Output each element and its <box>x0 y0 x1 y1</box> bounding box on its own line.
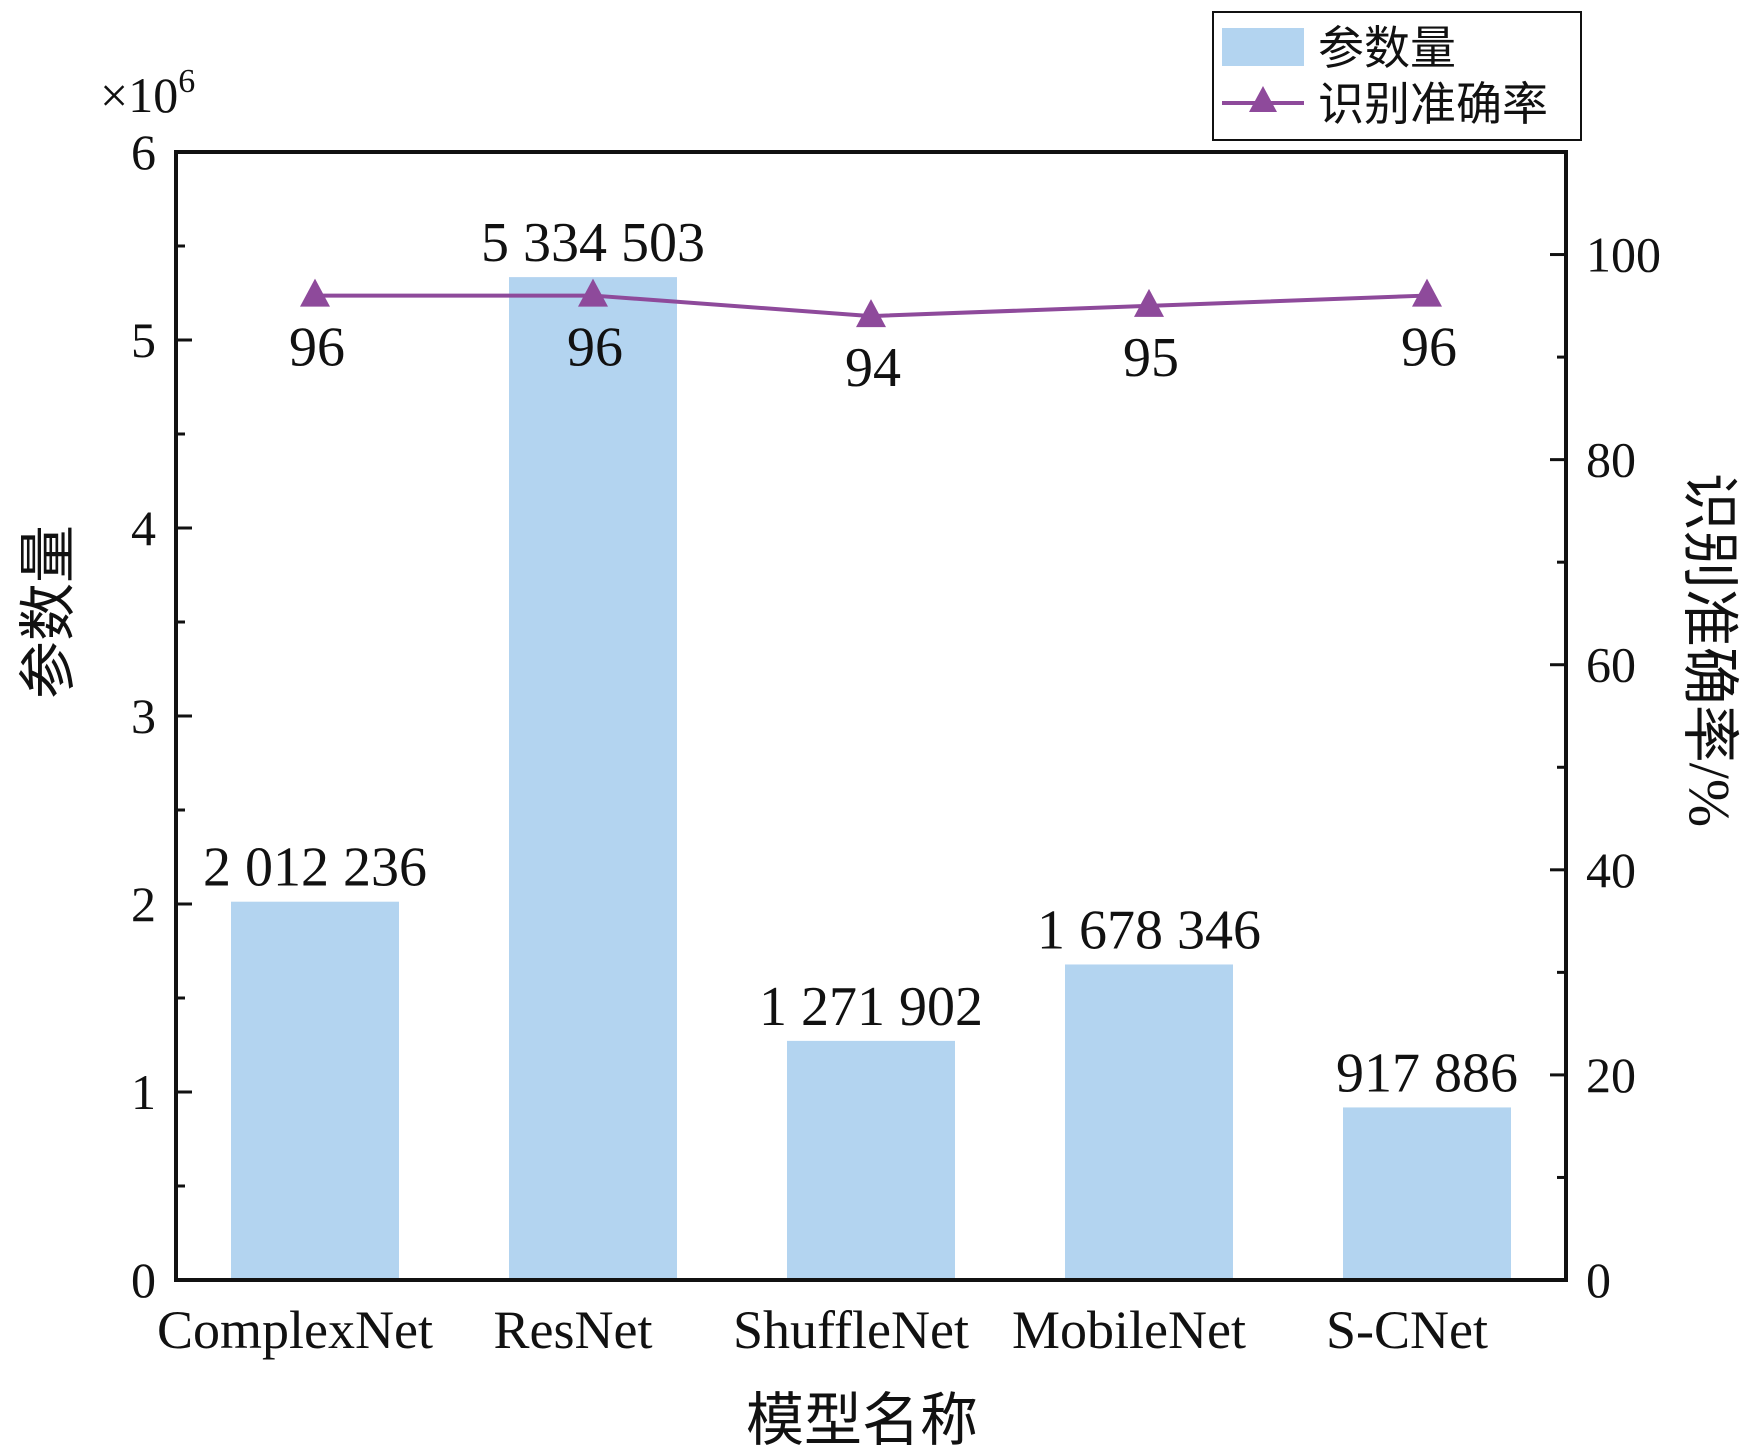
accuracy-marker <box>300 278 330 307</box>
legend-label-params: 参数量 <box>1318 23 1456 74</box>
bar <box>509 277 677 1281</box>
bar-value-label: 2 012 236 <box>203 837 427 899</box>
left-axis: 0 1 2 3 4 5 6 <box>131 124 192 1308</box>
accuracy-value-label: 96 <box>1401 317 1457 379</box>
y2-tick-label: 100 <box>1586 227 1661 283</box>
right-axis: 0 20 40 60 80 100 <box>1550 150 1661 1308</box>
x-tick-label: ComplexNet <box>157 1300 433 1360</box>
bar-label-group: 2 012 236 5 334 503 1 271 902 1 678 346 917 … <box>203 212 1518 1104</box>
legend-swatch-bar <box>1222 28 1304 66</box>
x-tick-label: ResNet <box>494 1300 653 1360</box>
y2-tick-label: 40 <box>1586 842 1636 898</box>
bar-value-label: 1 271 902 <box>759 976 983 1038</box>
accuracy-marker <box>1134 288 1164 317</box>
accuracy-marker <box>1412 278 1442 307</box>
y2-tick-label: 60 <box>1586 637 1636 693</box>
bar-group <box>231 277 1511 1281</box>
y2-tick-label: 20 <box>1586 1047 1636 1103</box>
y2-tick-label: 0 <box>1586 1252 1611 1308</box>
y-tick-label: 2 <box>131 876 156 932</box>
accuracy-line-group: 96 96 94 95 96 <box>289 278 1457 399</box>
accuracy-value-label: 96 <box>289 317 345 379</box>
accuracy-value-label: 95 <box>1123 327 1179 389</box>
bar-value-label: 5 334 503 <box>481 212 705 274</box>
accuracy-value-label: 96 <box>567 317 623 379</box>
y-tick-label: 6 <box>131 124 156 180</box>
y-axis-title: 参数量 <box>16 525 81 699</box>
bar-value-label: 917 886 <box>1336 1042 1518 1104</box>
y-tick-label: 0 <box>131 1252 156 1308</box>
bar-value-label: 1 678 346 <box>1037 899 1261 961</box>
y2-axis-title: 识别准确率/% <box>1677 473 1742 827</box>
legend-triangle-icon <box>1249 86 1277 112</box>
y-tick-label: 5 <box>131 312 156 368</box>
legend: 参数量 识别准确率 <box>1212 11 1582 141</box>
accuracy-marker <box>578 278 608 307</box>
bar <box>1065 964 1233 1280</box>
accuracy-marker <box>856 299 886 328</box>
x-axis-title: 模型名称 <box>746 1388 978 1453</box>
x-tick-label: ShuffleNet <box>733 1300 969 1360</box>
legend-label-accuracy: 识别准确率 <box>1318 79 1548 130</box>
bar <box>1343 1107 1511 1280</box>
x-axis: ComplexNet ResNet ShuffleNet MobileNet S-CNe… <box>157 1300 1488 1360</box>
x-tick-label: MobileNet <box>1012 1300 1246 1360</box>
y2-tick-label: 80 <box>1586 432 1636 488</box>
bar <box>231 901 399 1280</box>
bar <box>787 1040 955 1280</box>
x-tick-label: S-CNet <box>1326 1300 1488 1360</box>
y-tick-label: 3 <box>131 688 156 744</box>
accuracy-value-label: 94 <box>845 337 901 399</box>
y-tick-label: 1 <box>131 1064 156 1120</box>
y-multiplier: ×106 <box>100 63 195 123</box>
y-tick-label: 4 <box>131 500 156 556</box>
